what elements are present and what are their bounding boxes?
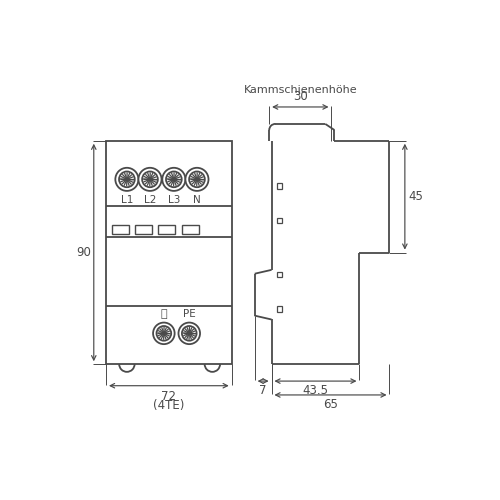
- Circle shape: [116, 168, 138, 191]
- Bar: [277, 306, 282, 312]
- Circle shape: [178, 322, 200, 344]
- Text: PE: PE: [183, 310, 196, 320]
- Text: L2: L2: [144, 194, 156, 205]
- Bar: [112, 225, 129, 234]
- Circle shape: [166, 172, 182, 187]
- Text: ⏚: ⏚: [160, 310, 167, 320]
- Bar: [106, 141, 232, 364]
- Text: 65: 65: [323, 398, 338, 411]
- Circle shape: [189, 172, 205, 187]
- Bar: [277, 183, 282, 188]
- Text: L1: L1: [120, 194, 133, 205]
- Circle shape: [156, 326, 171, 340]
- Circle shape: [162, 168, 186, 191]
- Circle shape: [119, 172, 134, 187]
- Text: 7: 7: [260, 384, 267, 397]
- Bar: [277, 272, 282, 277]
- Circle shape: [186, 168, 208, 191]
- Bar: [136, 225, 152, 234]
- Circle shape: [142, 172, 158, 187]
- Text: N: N: [193, 194, 201, 205]
- Text: L3: L3: [168, 194, 180, 205]
- Circle shape: [182, 326, 196, 340]
- Circle shape: [138, 168, 162, 191]
- Text: 72: 72: [162, 390, 176, 402]
- Text: 45: 45: [408, 190, 424, 203]
- Text: 30: 30: [293, 90, 308, 103]
- Bar: [158, 225, 176, 234]
- Text: Kammschienenhöhe: Kammschienenhöhe: [244, 84, 357, 94]
- Bar: [277, 218, 282, 223]
- Text: 43.5: 43.5: [302, 384, 328, 397]
- Text: 90: 90: [76, 246, 92, 259]
- Circle shape: [153, 322, 174, 344]
- Bar: [182, 225, 198, 234]
- Text: (4TE): (4TE): [153, 399, 184, 412]
